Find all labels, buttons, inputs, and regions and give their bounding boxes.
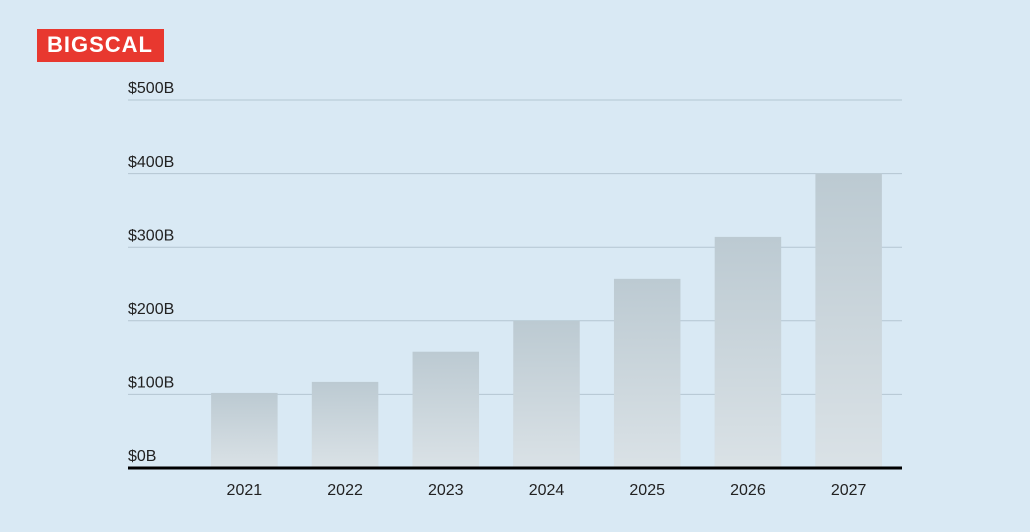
y-tick-label: $100B: [128, 375, 174, 392]
bar-shade: [211, 392, 278, 468]
y-tick-label: $300B: [128, 227, 174, 244]
logo-box: [37, 29, 164, 62]
logo: BIGSCAL: [47, 32, 153, 57]
x-tick-label: 2021: [227, 482, 263, 499]
x-tick-label: 2026: [730, 482, 766, 499]
y-tick-label: $400B: [128, 154, 174, 171]
x-tick-label: 2023: [428, 482, 464, 499]
x-tick-label: 2027: [831, 482, 867, 499]
bar-shade: [714, 236, 782, 468]
bar-shade: [815, 173, 882, 468]
bar-shade: [513, 320, 580, 468]
y-tick-label: $500B: [128, 80, 174, 97]
y-tick-label: $0B: [128, 448, 156, 465]
y-tick-label: $200B: [128, 301, 174, 318]
x-tick-label: 2024: [529, 482, 565, 499]
x-tick-label: 2025: [629, 482, 665, 499]
bar-shade: [613, 278, 681, 468]
x-tick-label: 2022: [327, 482, 363, 499]
bar-shade: [412, 351, 480, 468]
bar-shade: [311, 381, 379, 468]
